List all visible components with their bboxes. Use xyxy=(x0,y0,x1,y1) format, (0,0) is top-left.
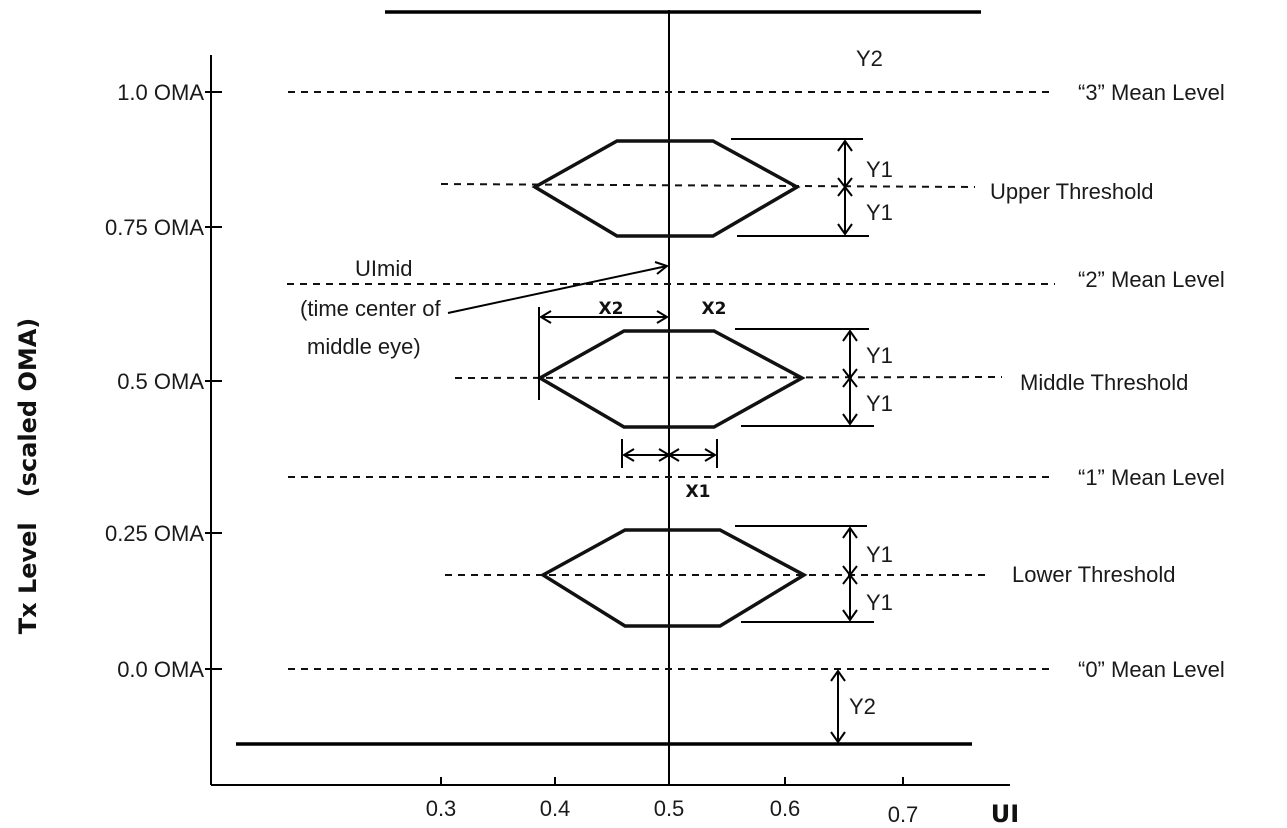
x-tick-label-0-3: 0.3 xyxy=(426,796,457,821)
uimid-label-line1: UImid xyxy=(355,256,412,281)
mean-level-2-label: “2” Mean Level xyxy=(1078,267,1225,292)
upper-y1-arrows xyxy=(837,139,853,236)
uimid-label-line2: (time center of xyxy=(300,296,441,321)
lower-eye-mask xyxy=(539,528,808,628)
x1-label: X1 xyxy=(686,482,711,502)
upper-threshold-label: Upper Threshold xyxy=(990,179,1153,204)
y-tick-label-0-25: 0.25 OMA xyxy=(105,521,204,546)
x-axis-title: UI xyxy=(991,800,1019,828)
x-tick-label-0-6: 0.6 xyxy=(770,796,801,821)
x-tick-label-0-4: 0.4 xyxy=(540,796,571,821)
middle-eye-mask xyxy=(536,329,806,429)
mean-level-1-label: “1” Mean Level xyxy=(1078,465,1225,490)
y2-label-top: Y2 xyxy=(856,46,883,71)
middle-y1-arrows xyxy=(842,329,858,426)
y-tick-label-0-0: 0.0 OMA xyxy=(117,657,204,682)
upper-y1-label-bottom: Y1 xyxy=(866,200,893,225)
middle-threshold-label: Middle Threshold xyxy=(1020,370,1188,395)
y2-arrow-bottom xyxy=(830,669,846,744)
uimid-label-line3: middle eye) xyxy=(307,334,421,359)
uimid-pointer-arrow xyxy=(447,261,670,314)
upper-threshold-line xyxy=(440,183,976,188)
middle-threshold-line xyxy=(454,376,1003,379)
mean-level-3-label: “3” Mean Level xyxy=(1078,80,1225,105)
x-tick-label-0-5: 0.5 xyxy=(654,796,685,821)
lower-y1-arrows xyxy=(842,526,858,622)
x2-label-right: X2 xyxy=(702,299,727,319)
x1-arrows xyxy=(622,448,717,462)
lower-y1-label-bottom: Y1 xyxy=(866,590,893,615)
x2-arrow xyxy=(539,310,669,324)
y2-label-bottom: Y2 xyxy=(849,694,876,719)
x2-label-left: X2 xyxy=(599,299,624,319)
middle-y1-label-top: Y1 xyxy=(866,343,893,368)
y-axis-title: Tx Level (scaled OMA) xyxy=(14,318,42,635)
lower-threshold-label: Lower Threshold xyxy=(1012,562,1175,587)
upper-y1-label-top: Y1 xyxy=(866,157,893,182)
mean-level-0-label: “0” Mean Level xyxy=(1078,657,1225,682)
y-tick-label-0-75: 0.75 OMA xyxy=(105,215,204,240)
middle-y1-label-bottom: Y1 xyxy=(866,391,893,416)
y-tick-label-0-5: 0.5 OMA xyxy=(117,369,204,394)
y-tick-label-1-0: 1.0 OMA xyxy=(117,80,204,105)
upper-eye-mask xyxy=(531,139,801,238)
x-tick-label-0-7: 0.7 xyxy=(888,802,919,827)
lower-y1-label-top: Y1 xyxy=(866,542,893,567)
